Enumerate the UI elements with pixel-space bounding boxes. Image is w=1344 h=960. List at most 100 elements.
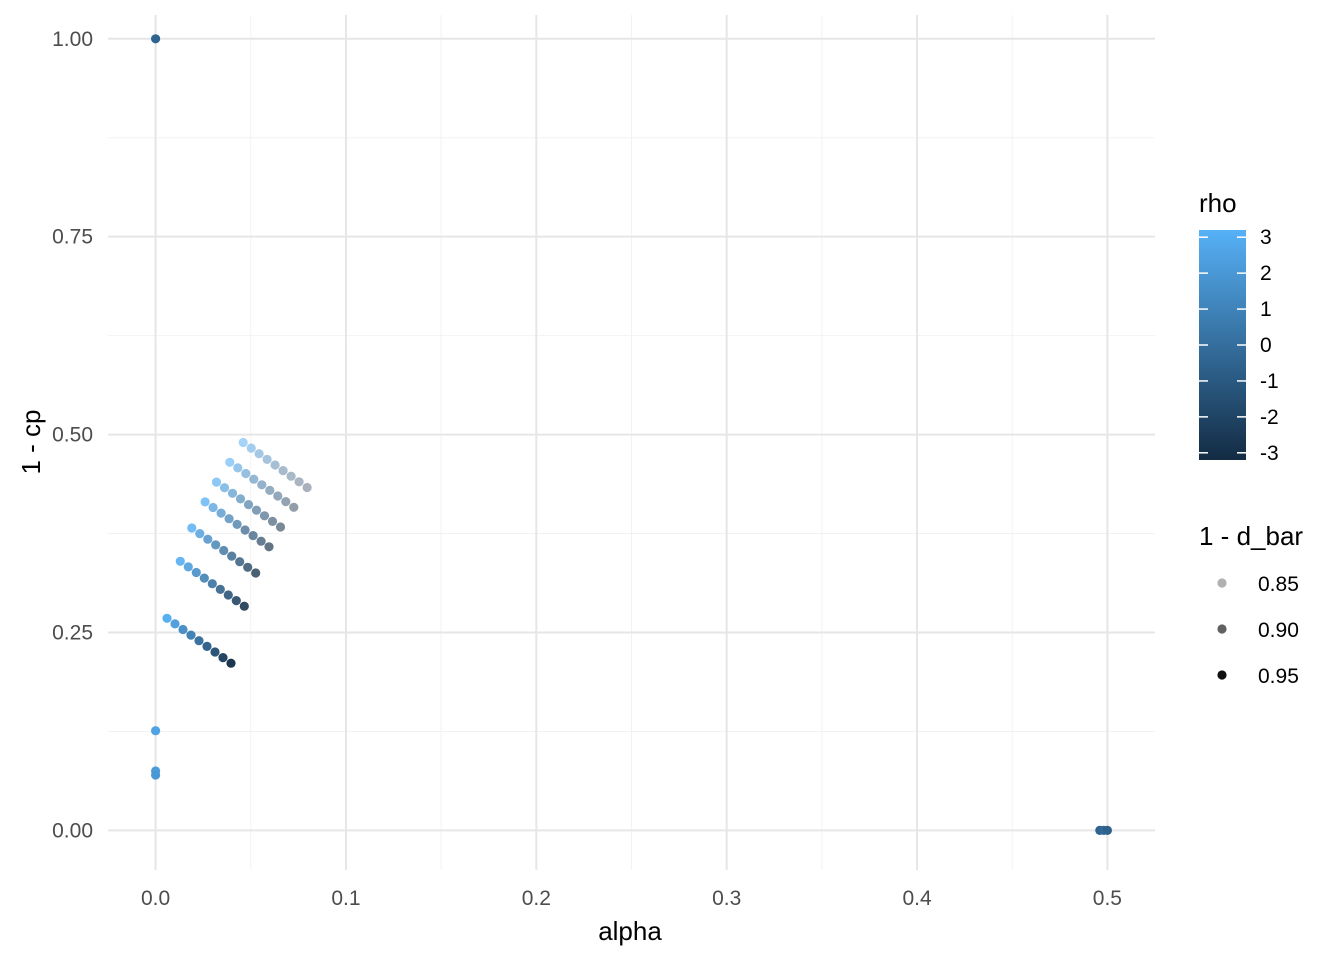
data-point: [259, 511, 270, 521]
data-point: [215, 584, 225, 595]
data-point: [208, 502, 218, 513]
data-point: [225, 457, 235, 467]
data-point: [231, 596, 241, 606]
data-point: [267, 516, 278, 527]
alpha-legend-key: [1217, 578, 1227, 588]
x-tick-label: 0.1: [331, 887, 360, 910]
data-point: [219, 545, 229, 556]
data-point: [151, 34, 161, 44]
alpha-legend-key: [1217, 624, 1227, 634]
data-point: [281, 497, 291, 507]
y-tick-label: 0.00: [52, 819, 93, 842]
data-point: [302, 482, 312, 493]
data-point: [226, 658, 236, 668]
data-point: [270, 460, 280, 470]
alpha-legend-label: 0.95: [1258, 665, 1299, 688]
x-tick-label: 0.2: [522, 887, 551, 910]
data-point: [227, 488, 238, 498]
y-tick-label: 1.00: [52, 28, 93, 51]
data-point: [186, 630, 196, 640]
x-tick-label: 0.3: [712, 887, 741, 910]
data-point: [232, 519, 242, 530]
data-point: [203, 534, 213, 544]
data-point: [243, 500, 254, 510]
color-legend: rho 3 2 1 0 -1 -2 -3: [1199, 188, 1279, 465]
color-legend-tick-label: -1: [1260, 370, 1279, 393]
alpha-legend-key: [1217, 670, 1227, 680]
data-point: [227, 551, 237, 561]
data-point: [199, 573, 209, 583]
data-point: [200, 497, 210, 507]
alpha-legend-label: 0.90: [1258, 619, 1299, 642]
data-point: [238, 437, 248, 448]
color-legend-tick-label: 3: [1260, 226, 1272, 249]
x-tick-label: 0.5: [1093, 887, 1122, 910]
color-legend-tick-label: -3: [1260, 442, 1279, 465]
grid: [108, 15, 1155, 870]
x-axis-title: alpha: [598, 916, 662, 946]
data-point: [211, 477, 222, 487]
x-tick-label: 0.4: [902, 887, 932, 910]
color-legend-title: rho: [1199, 188, 1237, 218]
color-legend-tick-label: 0: [1260, 334, 1272, 357]
data-point: [241, 468, 251, 479]
data-point: [218, 653, 228, 663]
data-point: [1102, 825, 1112, 836]
data-point: [202, 641, 212, 652]
data-point: [194, 636, 204, 646]
x-tick-label: 0.0: [141, 887, 170, 910]
data-point: [249, 474, 259, 484]
color-legend-tick-label: 1: [1260, 298, 1272, 321]
data-point: [235, 557, 245, 567]
data-point: [187, 523, 197, 533]
data-point: [233, 463, 243, 473]
data-point: [273, 491, 283, 501]
data-point: [254, 449, 264, 459]
data-point: [211, 540, 221, 550]
data-points: [151, 34, 1112, 836]
data-point: [289, 502, 299, 512]
data-point: [151, 726, 161, 736]
data-point: [219, 483, 230, 493]
data-point: [224, 514, 234, 524]
alpha-legend-label: 0.85: [1258, 573, 1299, 596]
alpha-legend-title: 1 - d_bar: [1199, 521, 1303, 551]
data-point: [170, 619, 180, 629]
data-point: [294, 477, 304, 487]
data-point: [162, 613, 172, 623]
data-point: [265, 485, 275, 495]
data-point: [251, 568, 261, 578]
color-legend-tick-label: 2: [1260, 262, 1272, 285]
data-point: [248, 531, 258, 541]
data-point: [223, 590, 233, 600]
data-point: [175, 556, 185, 566]
y-tick-label: 0.25: [52, 622, 93, 645]
data-point: [183, 562, 193, 572]
data-point: [178, 624, 188, 635]
data-point: [151, 770, 161, 780]
data-point: [286, 471, 296, 481]
data-point: [256, 536, 266, 546]
data-point: [235, 494, 246, 504]
data-point: [239, 601, 249, 611]
color-legend-tick-label: -2: [1260, 406, 1279, 429]
data-point: [216, 508, 226, 518]
data-point: [278, 466, 288, 476]
data-point: [207, 579, 217, 589]
data-point: [264, 542, 274, 552]
data-point: [257, 480, 267, 490]
data-point: [210, 647, 220, 657]
data-point: [243, 562, 253, 572]
data-point: [275, 522, 286, 532]
alpha-legend-keys: 0.85 0.90 0.95: [1217, 573, 1299, 688]
y-axis-title: 1 - cp: [16, 409, 46, 474]
data-point: [195, 529, 205, 539]
color-legend-ticks: 3 2 1 0 -1 -2 -3: [1199, 226, 1279, 465]
data-point: [240, 525, 250, 535]
y-tick-label: 0.50: [52, 424, 93, 447]
data-point: [251, 505, 262, 515]
axis-tick-labels: 0.0 0.1 0.2 0.3 0.4 0.5 0.00 0.25 0.50 0.75 1.00: [52, 28, 1122, 910]
alpha-legend: 1 - d_bar 0.85 0.90 0.95: [1199, 521, 1303, 688]
y-tick-label: 0.75: [52, 226, 93, 249]
